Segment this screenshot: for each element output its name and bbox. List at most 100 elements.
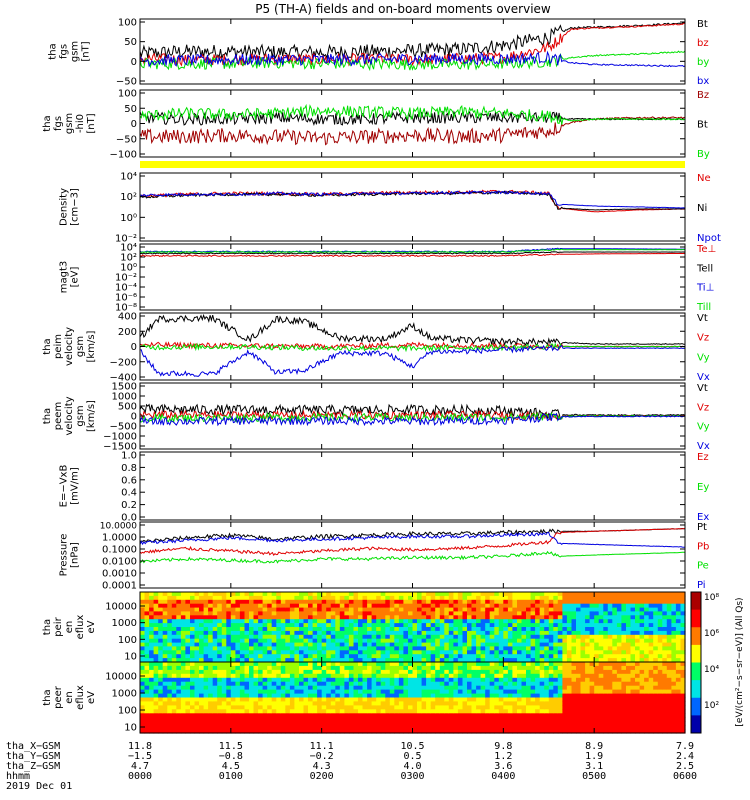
spectrogram-cell bbox=[235, 650, 241, 655]
spectrogram-cell bbox=[389, 729, 395, 734]
spectrogram-cell bbox=[467, 685, 473, 691]
spectrogram-cell bbox=[149, 685, 155, 691]
spectrogram-cell bbox=[158, 713, 164, 718]
spectrogram-cell bbox=[267, 729, 273, 734]
spectrogram-cell bbox=[566, 634, 572, 640]
spectrogram-cell bbox=[276, 630, 282, 636]
spectrogram-cell bbox=[239, 592, 245, 597]
spectrogram-cell bbox=[439, 623, 445, 628]
spectrogram-cell bbox=[321, 669, 327, 675]
spectrogram-cell bbox=[199, 630, 205, 636]
spectrogram-cell bbox=[199, 673, 205, 679]
spectrogram-cell bbox=[439, 681, 445, 687]
spectrogram-cell bbox=[635, 603, 641, 609]
spectrogram-cell bbox=[467, 623, 473, 628]
spectrogram-cell bbox=[408, 717, 414, 722]
spectrogram-cell bbox=[653, 669, 659, 675]
spectrogram-cell bbox=[190, 693, 196, 699]
spectrogram-cell bbox=[203, 607, 209, 613]
time-axis-y-gsm: 1.9 bbox=[585, 751, 603, 762]
spectrogram-cell bbox=[380, 658, 386, 663]
spectrogram-cell bbox=[548, 673, 554, 679]
spectrogram-cell bbox=[589, 713, 595, 718]
spectrogram-cell bbox=[417, 721, 423, 726]
spectrogram-cell bbox=[258, 701, 264, 706]
spectrogram-cell bbox=[371, 717, 377, 722]
spectrogram-cell bbox=[230, 615, 236, 620]
spectrogram-cell bbox=[639, 592, 645, 597]
spectrogram-cell bbox=[280, 665, 286, 671]
spectrogram-cell bbox=[249, 638, 255, 644]
spectrogram-cell bbox=[548, 697, 554, 702]
spectrogram-cell bbox=[517, 638, 523, 644]
spectrogram-cell bbox=[662, 689, 668, 695]
spectrogram-cell bbox=[544, 673, 550, 679]
spectrogram-cell bbox=[203, 689, 209, 695]
spectrogram-cell bbox=[353, 603, 359, 609]
spectrogram-cell bbox=[594, 681, 600, 687]
spectrogram-cell bbox=[258, 662, 264, 667]
spectrogram-cell bbox=[671, 673, 677, 679]
spectrogram-cell bbox=[149, 669, 155, 675]
spectrogram-cell bbox=[462, 638, 468, 644]
spectrogram-cell bbox=[580, 713, 586, 718]
spectrogram-cell bbox=[621, 642, 627, 648]
spectrogram-cell bbox=[212, 646, 218, 651]
spectrogram-cell bbox=[208, 729, 214, 734]
spectrogram-cell bbox=[199, 689, 205, 695]
spectrogram-cell bbox=[194, 623, 200, 628]
spectrogram-cell bbox=[517, 646, 523, 651]
spectrogram-cell bbox=[249, 630, 255, 636]
spectrogram-cell bbox=[239, 630, 245, 636]
spectrogram-cell bbox=[498, 689, 504, 695]
spectrogram-cell bbox=[489, 599, 495, 605]
spectrogram-cell bbox=[603, 681, 609, 687]
spectrogram-cell bbox=[435, 646, 441, 651]
spectrogram-cell bbox=[158, 701, 164, 706]
spectrogram-cell bbox=[398, 705, 404, 710]
spectrogram-cell bbox=[653, 677, 659, 683]
spectrogram-cell bbox=[635, 611, 641, 616]
spectrogram-cell bbox=[308, 677, 314, 683]
spectrogram-cell bbox=[626, 729, 632, 734]
y-tick-label: 10⁻² bbox=[115, 273, 137, 284]
spectrogram-cell bbox=[489, 701, 495, 706]
spectrogram-cell bbox=[544, 677, 550, 683]
spectrogram-cell bbox=[512, 673, 518, 679]
legend-Ne: Ne bbox=[697, 173, 711, 184]
spectrogram-cell bbox=[594, 729, 600, 734]
spectrogram-cell bbox=[167, 611, 173, 616]
spectrogram-cell bbox=[662, 595, 668, 601]
spectrogram-cell bbox=[171, 705, 177, 710]
spectrogram-cell bbox=[262, 677, 268, 683]
spectrogram-cell bbox=[408, 721, 414, 726]
spectrogram-cell bbox=[666, 603, 672, 609]
spectrogram-cell bbox=[153, 713, 159, 718]
spectrogram-cell bbox=[253, 669, 259, 675]
spectrogram-cell bbox=[230, 654, 236, 659]
spectrogram-cell bbox=[612, 599, 618, 605]
spectrogram-cell bbox=[426, 595, 432, 601]
spectrogram-cell bbox=[517, 673, 523, 679]
spectrogram-cell bbox=[526, 650, 532, 655]
spectrogram-cell bbox=[294, 646, 300, 651]
spectrogram-cell bbox=[598, 623, 604, 628]
spectrogram-cell bbox=[144, 611, 150, 616]
spectrogram-cell bbox=[639, 685, 645, 691]
spectrogram-cell bbox=[208, 689, 214, 695]
spectrogram-cell bbox=[430, 658, 436, 663]
spectrogram-cell bbox=[226, 701, 232, 706]
spectrogram-cell bbox=[221, 595, 227, 601]
spectrogram-cell bbox=[253, 729, 259, 734]
spectrogram-cell bbox=[289, 685, 295, 691]
spectrogram-cell bbox=[594, 697, 600, 702]
spectrogram-cell bbox=[630, 603, 636, 609]
spectrogram-cell bbox=[648, 638, 654, 644]
spectrogram-cell bbox=[380, 697, 386, 702]
spectrogram-cell bbox=[448, 717, 454, 722]
spectrogram-cell bbox=[571, 638, 577, 644]
spectrogram-cell bbox=[339, 599, 345, 605]
spectrogram-cell bbox=[489, 685, 495, 691]
spectrogram-cell bbox=[662, 630, 668, 636]
